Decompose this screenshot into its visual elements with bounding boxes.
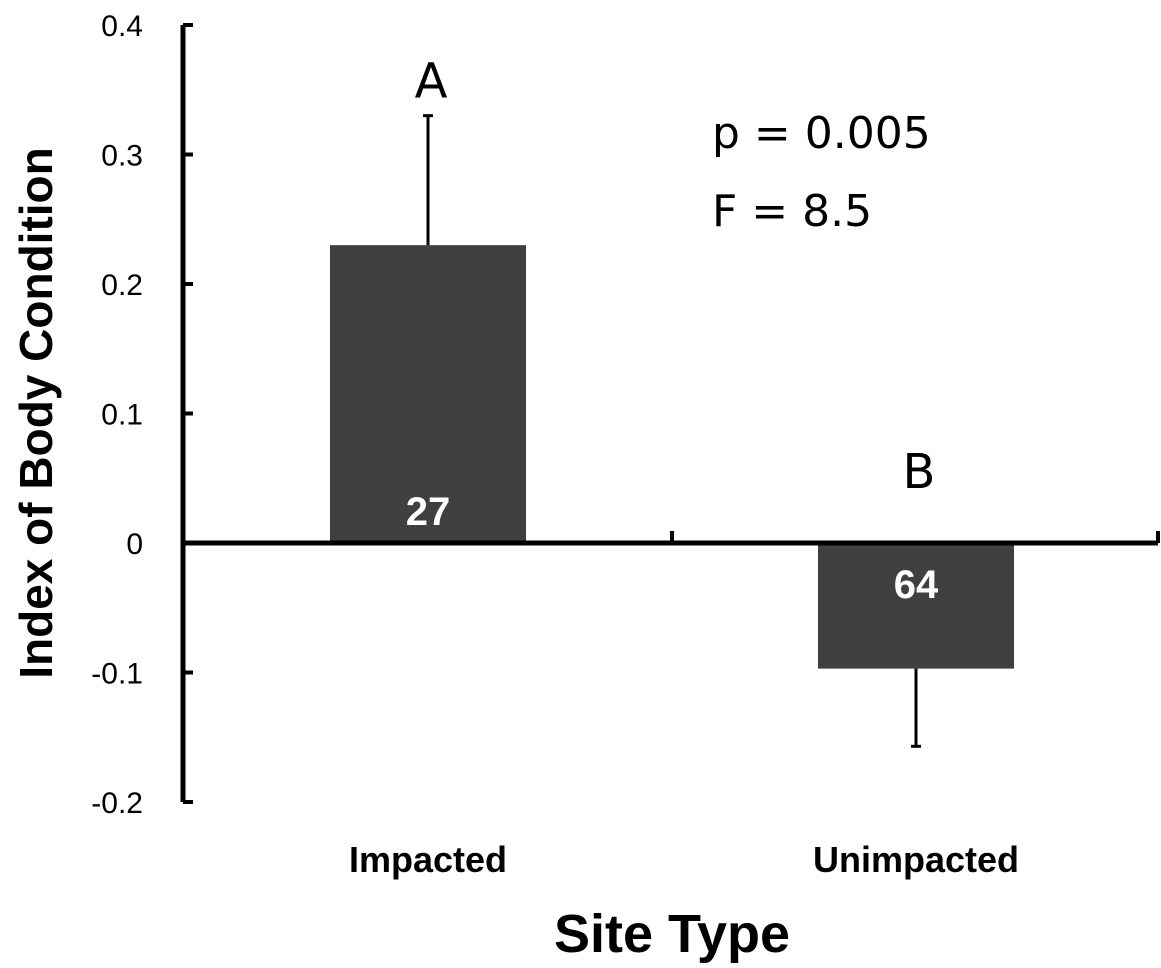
y-tick-label: 0 (126, 528, 143, 561)
bar-unimpacted (818, 543, 1014, 669)
bar-sample-label: 27 (406, 490, 451, 534)
group-letter: B (903, 444, 936, 500)
bar-sample-label: 64 (894, 563, 939, 607)
y-tick-label: 0.4 (101, 10, 143, 43)
y-tick-label: 0.3 (101, 140, 143, 173)
y-tick-label: 0.1 (101, 399, 143, 432)
x-axis-title: Site Type (554, 904, 790, 964)
stat-p-value: p = 0.005 (712, 108, 931, 159)
bar-impacted (330, 245, 526, 543)
chart-marks: 27 A Impacted 64 B Unimpacted -0.2 -0.1 0 0.1 0.2 0… (91, 10, 1160, 880)
x-tick-label: Impacted (349, 839, 507, 880)
y-axis-title: Index of Body Condition (10, 147, 62, 679)
x-tick-label: Unimpacted (813, 839, 1019, 880)
y-tick-label: 0.2 (101, 269, 143, 302)
stat-f-value: F = 8.5 (712, 186, 872, 237)
group-letter: A (415, 54, 448, 110)
y-tick-label: -0.1 (91, 658, 143, 691)
y-tick-label: -0.2 (91, 787, 143, 820)
